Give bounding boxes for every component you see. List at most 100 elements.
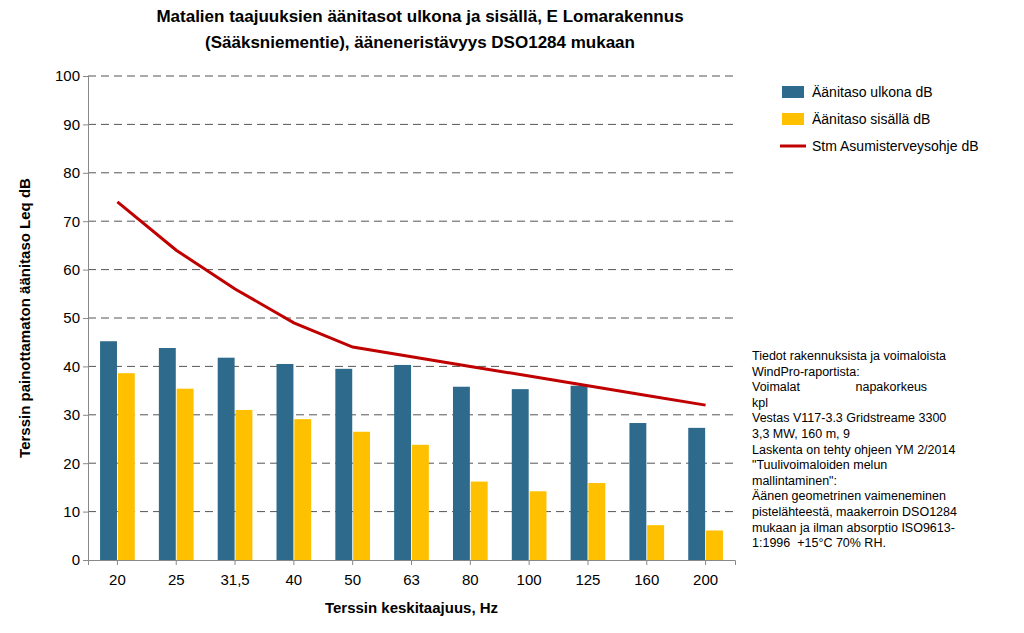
grid-line: [88, 172, 735, 173]
bar: [453, 387, 470, 560]
x-tick-mark: [117, 560, 118, 565]
bar: [688, 428, 705, 560]
bar: [177, 389, 194, 560]
grid-line: [88, 124, 735, 125]
chart: 0102030405060708090100202531,54050638010…: [0, 0, 1024, 633]
y-tick: 100: [55, 67, 88, 84]
legend-label: Äänitaso sisällä dB: [812, 111, 930, 127]
y-tick-label: 40: [63, 358, 80, 375]
bar: [629, 423, 646, 560]
y-tick-mark: [83, 463, 88, 464]
legend-swatch: [782, 113, 804, 125]
bar: [471, 482, 488, 560]
bar: [235, 410, 252, 560]
legend-label: Stm Asumisterveysohje dB: [812, 138, 979, 154]
y-tick: 90: [63, 116, 88, 133]
x-tick: 100: [517, 560, 542, 588]
y-tick-label: 100: [55, 67, 80, 84]
x-tick-label: 160: [634, 571, 659, 588]
y-tick: 50: [63, 309, 88, 326]
legend: Äänitaso ulkona dBÄänitaso sisällä dBStm…: [780, 84, 979, 154]
x-axis-title: Terssin keskitaajuus, Hz: [325, 599, 498, 616]
bar: [394, 365, 411, 560]
y-tick: 40: [63, 358, 88, 375]
grid-line: [88, 318, 735, 319]
y-tick-label: 20: [63, 455, 80, 472]
y-tick-label: 90: [63, 116, 80, 133]
y-tick-mark: [83, 318, 88, 319]
x-tick-label: 100: [517, 571, 542, 588]
legend-swatch: [782, 86, 804, 98]
bar: [294, 419, 311, 560]
annotation-line: Äänen geometrinen vaimeneminen: [752, 489, 946, 503]
annotation-line: kpl: [752, 396, 768, 410]
y-axis-title: Terssin painottamaton äänitaso Leq dB: [16, 178, 33, 458]
x-tick: 20: [109, 560, 126, 588]
y-tick-label: 60: [63, 261, 80, 278]
annotation-line: Vestas V117-3.3 Gridstreame 3300: [752, 411, 946, 425]
y-tick-label: 30: [63, 406, 80, 423]
y-tick: 80: [63, 164, 88, 181]
x-tick: 160: [634, 560, 659, 588]
x-tick-label: 50: [344, 571, 361, 588]
x-tick-mark: [411, 560, 412, 565]
annotation-line: 1:1996 +15°C 70% RH.: [752, 536, 886, 550]
y-tick: 30: [63, 406, 88, 423]
x-tick-label: 40: [286, 571, 303, 588]
y-tick-mark: [83, 221, 88, 222]
x-axis: 202531,540506380100125160200: [89, 560, 736, 588]
y-tick-mark: [83, 415, 88, 416]
grid-line: [88, 366, 735, 367]
bar: [159, 348, 176, 560]
bar: [706, 530, 723, 560]
y-tick-label: 70: [63, 213, 80, 230]
bar: [218, 358, 235, 560]
x-tick: 200: [693, 560, 718, 588]
annotation-line: WindPro-raportista:: [752, 365, 860, 379]
x-tick-label: 200: [693, 571, 718, 588]
y-tick: 0: [72, 551, 88, 568]
y-tick-mark: [83, 173, 88, 174]
x-tick-mark: [176, 560, 177, 565]
annotation-line: "Tuulivoimaloiden melun: [752, 458, 887, 472]
bar: [118, 373, 135, 560]
annotation-line: Laskenta on tehty ohjeen YM 2/2014: [752, 443, 955, 457]
annotation-line: pistelähteestä, maakerroin DSO1284: [752, 505, 957, 519]
bar: [530, 491, 547, 560]
y-tick: 20: [63, 455, 88, 472]
bar: [571, 386, 588, 560]
y-tick-mark: [83, 76, 88, 77]
legend-swatch: [780, 145, 806, 148]
bar: [335, 369, 352, 560]
x-tick: 40: [286, 560, 303, 588]
title: Matalien taajuuksien äänitasot ulkona ja…: [156, 7, 683, 52]
y-axis-line: [83, 77, 89, 561]
y-tick-mark: [83, 366, 88, 367]
y-tick-label: 10: [63, 503, 80, 520]
x-tick-mark: [470, 560, 471, 565]
y-axis: 0 10 20 30 40 50 60 70 80 90 100: [55, 67, 89, 568]
x-tick-label: 25: [168, 571, 185, 588]
plot-marks: [100, 202, 723, 560]
x-tick: 25: [168, 560, 185, 588]
x-tick-label: 20: [109, 571, 126, 588]
y-tick-mark: [83, 270, 88, 271]
bar-series: [118, 373, 723, 560]
x-tick-label: 63: [403, 571, 420, 588]
y-tick-mark: [83, 512, 88, 513]
y-tick: 70: [63, 213, 88, 230]
annotation-line: mukaan ja ilman absorptio ISO9613-: [752, 521, 955, 535]
x-tick-label: 125: [575, 571, 600, 588]
x-tick: 50: [344, 560, 361, 588]
bar: [588, 483, 605, 560]
bar: [353, 432, 370, 560]
y-tick-mark: [83, 560, 88, 561]
grid-line: [88, 269, 735, 270]
bar: [412, 445, 429, 560]
y-tick-mark: [83, 124, 88, 125]
x-tick-mark: [587, 560, 588, 565]
annotation-line: Tiedot rakennuksista ja voimaloista: [752, 349, 946, 363]
x-tick: 31,5: [220, 560, 249, 588]
grid-line: [88, 76, 735, 77]
x-tick-mark: [293, 560, 294, 565]
